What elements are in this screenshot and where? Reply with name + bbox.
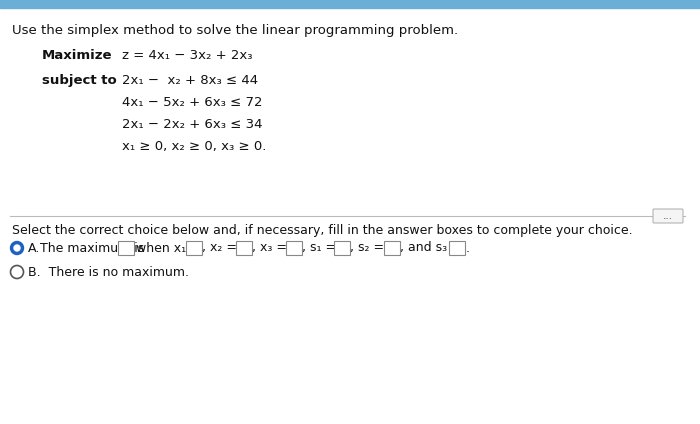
Text: 4x₁ − 5x₂ + 6x₃ ≤ 72: 4x₁ − 5x₂ + 6x₃ ≤ 72	[122, 96, 262, 109]
Text: when x₁ =: when x₁ =	[136, 242, 201, 254]
Circle shape	[10, 265, 24, 279]
Text: Select the correct choice below and, if necessary, fill in the answer boxes to c: Select the correct choice below and, if …	[12, 224, 633, 237]
Bar	[449, 241, 465, 255]
Text: z = 4x₁ − 3x₂ + 2x₃: z = 4x₁ − 3x₂ + 2x₃	[122, 49, 253, 62]
FancyBboxPatch shape	[653, 209, 683, 223]
Bar	[236, 241, 252, 255]
Circle shape	[10, 242, 24, 254]
Text: The maximum is: The maximum is	[40, 242, 144, 254]
Text: subject to: subject to	[42, 74, 117, 87]
Text: 2x₁ −  x₂ + 8x₃ ≤ 44: 2x₁ − x₂ + 8x₃ ≤ 44	[122, 74, 258, 87]
Bar	[286, 241, 302, 255]
Text: B.  There is no maximum.: B. There is no maximum.	[28, 265, 189, 279]
Text: .: .	[466, 242, 470, 254]
Text: , s₁ =: , s₁ =	[302, 242, 336, 254]
Text: , x₂ =: , x₂ =	[202, 242, 237, 254]
Text: ...: ...	[663, 211, 673, 221]
Text: A.: A.	[28, 242, 41, 254]
Text: x₁ ≥ 0, x₂ ≥ 0, x₃ ≥ 0.: x₁ ≥ 0, x₂ ≥ 0, x₃ ≥ 0.	[122, 140, 267, 153]
Text: Use the simplex method to solve the linear programming problem.: Use the simplex method to solve the line…	[12, 24, 458, 37]
Text: , and s₃ =: , and s₃ =	[400, 242, 462, 254]
Text: Maximize: Maximize	[42, 49, 113, 62]
Bar	[384, 241, 400, 255]
Text: 2x₁ − 2x₂ + 6x₃ ≤ 34: 2x₁ − 2x₂ + 6x₃ ≤ 34	[122, 118, 262, 131]
Text: , x₃ =: , x₃ =	[252, 242, 287, 254]
Bar	[186, 241, 202, 255]
Bar	[334, 241, 350, 255]
Text: , s₂ =: , s₂ =	[350, 242, 384, 254]
Bar	[118, 241, 134, 255]
Circle shape	[14, 245, 20, 251]
Bar	[0, 0, 700, 8]
